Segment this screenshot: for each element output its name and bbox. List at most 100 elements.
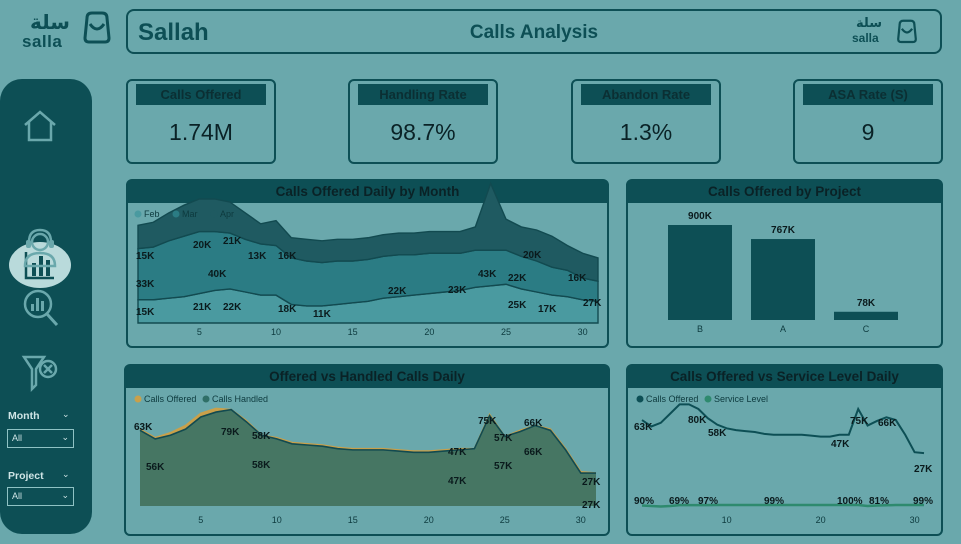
nav-agents[interactable] <box>0 222 80 272</box>
kpi-value: 1.74M <box>169 119 233 145</box>
legend-label: Feb <box>144 209 160 219</box>
chart-canvas: 900K B 767K A 78K C <box>668 211 898 334</box>
bar-value-label: 767K <box>771 225 796 236</box>
chevron-down-icon[interactable]: ⌄ <box>62 469 70 479</box>
legend-label: Calls Offered <box>646 394 698 404</box>
service-level-label: 99% <box>764 496 784 507</box>
kpi-calls-offered: Calls Offered 1.74M <box>126 79 276 164</box>
header-shopping-bag-icon <box>897 19 917 44</box>
series-line-calls-handled <box>139 408 596 474</box>
data-label: 66K <box>524 418 543 429</box>
data-label: 27K <box>583 298 602 309</box>
x-tick-label: 5 <box>198 515 203 525</box>
x-tick-label: 20 <box>816 515 826 525</box>
dropdown-caret-icon: ⌄ <box>61 432 69 442</box>
x-tick-label: 15 <box>348 327 358 337</box>
data-label: 79K <box>221 427 240 438</box>
brand-name: Sallah <box>138 19 209 46</box>
chart-calls-by-project[interactable]: Calls Offered by Project 900K B 767K A 78K C <box>626 179 943 348</box>
bar-b <box>668 225 732 320</box>
data-label: 57K <box>494 461 513 472</box>
clear-filter-icon <box>21 355 58 393</box>
data-label: 58K <box>252 460 271 471</box>
month-filter-label: Month <box>8 410 40 422</box>
legend-marker <box>172 210 180 218</box>
project-filter-label: Project <box>8 470 44 482</box>
chart-canvas: Feb Mar Apr 5 10 15 20 25 30 15K 20K 21K 13K 16K 33K 40… <box>134 181 602 337</box>
home-icon <box>24 110 56 142</box>
data-label: 21K <box>193 302 212 313</box>
data-label: 22K <box>508 273 527 284</box>
data-label: 23K <box>448 285 467 296</box>
shopping-bag-icon <box>83 11 111 44</box>
chevron-down-icon[interactable]: ⌄ <box>62 409 70 419</box>
legend-marker <box>636 395 644 403</box>
legend-marker <box>134 210 142 218</box>
kpi-value: 9 <box>861 119 875 145</box>
data-label: 63K <box>634 422 653 433</box>
legend-marker <box>202 395 210 403</box>
data-label: 58K <box>708 428 727 439</box>
page-header: Sallah Calls Analysis سلة salla <box>126 9 942 54</box>
chart-offered-vs-service-level[interactable]: Calls Offered vs Service Level Daily Cal… <box>626 364 943 536</box>
header-logo-arabic-text: سلة <box>856 16 882 31</box>
kpi-title: Calls Offered <box>136 84 266 105</box>
logo-arabic-text: سلة <box>30 10 70 34</box>
x-tick-label: C <box>863 324 870 334</box>
kpi-value: 1.3% <box>619 119 673 145</box>
data-label: 75K <box>478 416 497 427</box>
x-tick-label: 10 <box>271 327 281 337</box>
nav-home[interactable] <box>0 101 80 151</box>
x-tick-label: 30 <box>910 515 920 525</box>
data-label: 75K <box>850 416 869 427</box>
data-label: 33K <box>136 279 155 290</box>
x-tick-label: A <box>780 324 786 334</box>
data-label: 20K <box>523 250 542 261</box>
x-tick-label: 25 <box>501 327 511 337</box>
kpi-title: Handling Rate <box>358 84 488 105</box>
header-salla-logo: سلة salla <box>852 16 922 50</box>
x-tick-label: 20 <box>424 515 434 525</box>
project-filter-select[interactable]: All ⌄ <box>7 487 74 506</box>
data-label: 47K <box>448 476 467 487</box>
x-tick-label: 20 <box>424 327 434 337</box>
month-filter-select[interactable]: All ⌄ <box>7 429 74 448</box>
data-label: 63K <box>134 422 153 433</box>
chart-calls-daily-by-month[interactable]: Calls Offered Daily by Month Feb Mar Apr 5 1… <box>126 179 609 348</box>
data-label: 16K <box>278 251 297 262</box>
service-level-label: 100% <box>837 496 863 507</box>
data-label: 22K <box>223 302 242 313</box>
series-area-apr <box>137 181 599 283</box>
legend-label: Service Level <box>714 394 768 404</box>
series-line-calls-offered <box>641 403 925 455</box>
x-tick-label: 15 <box>348 515 358 525</box>
data-label: 20K <box>193 240 212 251</box>
data-label: 25K <box>508 300 527 311</box>
kpi-abandon-rate: Abandon Rate 1.3% <box>571 79 721 164</box>
kpi-title: ASA Rate (S) <box>803 84 933 105</box>
header-logo-english-text: salla <box>852 31 879 45</box>
service-level-label: 90% <box>634 496 654 507</box>
chart-offered-vs-handled[interactable]: Offered vs Handled Calls Daily Calls Off… <box>124 364 610 536</box>
bar-value-label: 78K <box>857 298 876 309</box>
service-level-label: 99% <box>913 496 933 507</box>
data-label: 43K <box>478 269 497 280</box>
data-label: 57K <box>494 433 513 444</box>
chart-canvas: Calls Offered Calls Handled 5 10 15 20 25 30 63K… <box>134 394 601 525</box>
data-label: 80K <box>688 415 707 426</box>
kpi-title: Abandon Rate <box>581 84 711 105</box>
legend-label: Calls Handled <box>212 394 268 404</box>
bar-c <box>834 311 898 320</box>
agent-headset-icon <box>23 228 57 268</box>
sidebar-nav: Month ⌄ All ⌄ Project ⌄ All ⌄ <box>0 79 92 534</box>
kpi-asa-rate: ASA Rate (S) 9 <box>793 79 943 164</box>
kpi-handling-rate: Handling Rate 98.7% <box>348 79 498 164</box>
nav-clear-filters[interactable] <box>0 347 80 397</box>
data-label: 56K <box>146 462 165 473</box>
nav-analysis[interactable] <box>0 282 80 332</box>
project-filter-value: All <box>12 491 23 501</box>
series-line-calls-offered <box>139 407 597 474</box>
data-label: 11K <box>313 309 332 320</box>
data-label: 18K <box>278 304 297 315</box>
bar-value-label: 900K <box>688 211 713 222</box>
